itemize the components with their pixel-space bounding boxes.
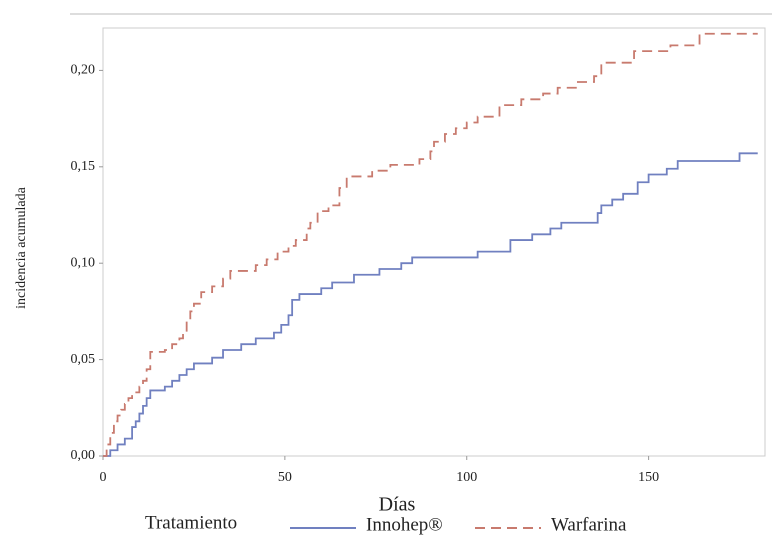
legend-title: Tratamiento — [145, 512, 237, 533]
y-tick-label: 0,00 — [71, 448, 96, 463]
series-line — [103, 152, 758, 457]
y-tick-label: 0,20 — [71, 63, 96, 78]
legend-label: Warfarina — [551, 514, 627, 535]
x-axis-label: Días — [379, 494, 416, 516]
series-line — [103, 32, 758, 457]
x-tick-label: 100 — [456, 470, 477, 485]
y-tick-label: 0,10 — [71, 255, 96, 270]
x-tick-label: 50 — [278, 470, 292, 485]
plot-frame — [102, 27, 766, 457]
x-tick-label: 150 — [638, 470, 659, 485]
y-tick-label: 0,05 — [71, 352, 96, 367]
x-tick-label: 0 — [100, 470, 107, 485]
y-axis-label: incidencia acumulada — [14, 186, 29, 308]
y-tick-label: 0,15 — [71, 159, 96, 174]
legend-label: Innohep® — [366, 514, 443, 535]
